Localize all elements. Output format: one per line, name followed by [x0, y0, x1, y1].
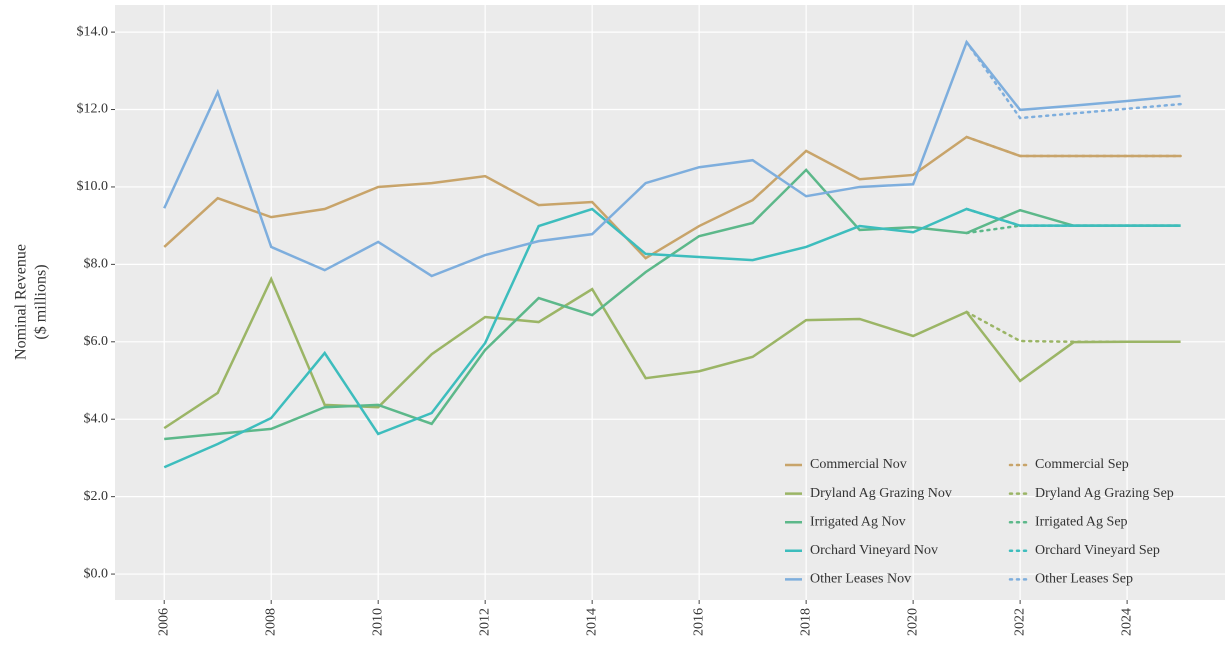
grid: [115, 5, 1225, 600]
x-tick-label: 2016: [691, 608, 706, 636]
x-tick-label: 2012: [477, 608, 492, 636]
lines: [163, 39, 1182, 469]
x-tick-label: 2020: [905, 608, 920, 636]
y-tick-label: $4.0: [84, 411, 109, 426]
series-line: [163, 276, 1181, 430]
axes: $0.0 $2.0 $4.0 $6.0 $8.0 $10.0 $12.0 $14.0 2006 2…: [77, 24, 1135, 636]
legend-label: Other Leases Nov: [810, 572, 911, 587]
legend-label: Dryland Ag Grazing Sep: [1035, 486, 1174, 501]
x-tick-label: 2010: [370, 608, 385, 636]
y-axis-title: ($ millions): [33, 264, 50, 339]
legend: Commercial Nov Dryland Ag Grazing Nov Irri…: [785, 457, 1174, 587]
y-tick-label: $10.0: [77, 179, 109, 194]
y-tick-label: $8.0: [84, 257, 109, 272]
y-tick-label: $2.0: [84, 489, 109, 504]
series-line: [164, 168, 1181, 441]
legend-label: Irrigated Ag Nov: [810, 514, 906, 529]
series-line: [163, 135, 1181, 260]
legend-label: Orchard Vineyard Nov: [810, 543, 938, 558]
x-tick-label: 2024: [1119, 608, 1134, 636]
legend-label: Commercial Sep: [1035, 457, 1129, 472]
legend-label: Orchard Vineyard Sep: [1035, 543, 1160, 558]
x-tick-label: 2014: [584, 608, 599, 636]
x-tick-label: 2022: [1012, 608, 1027, 636]
y-tick-label: $6.0: [84, 334, 109, 349]
legend-label: Irrigated Ag Sep: [1035, 514, 1128, 529]
y-axis-title: Nominal Revenue: [13, 244, 30, 360]
legend-label: Commercial Nov: [810, 457, 907, 472]
y-tick-label: $0.0: [84, 566, 109, 581]
y-tick-label: $12.0: [77, 102, 109, 117]
series-line: [163, 39, 1181, 278]
series-line: [163, 207, 1181, 469]
x-tick-label: 2018: [798, 608, 813, 636]
legend-label: Other Leases Sep: [1035, 572, 1133, 587]
y-tick-label: $14.0: [77, 24, 109, 39]
series-line: [965, 40, 1182, 120]
x-tick-label: 2008: [263, 608, 278, 636]
x-tick-label: 2006: [156, 608, 171, 636]
legend-label: Dryland Ag Grazing Nov: [810, 486, 952, 501]
panel: [115, 5, 1225, 600]
